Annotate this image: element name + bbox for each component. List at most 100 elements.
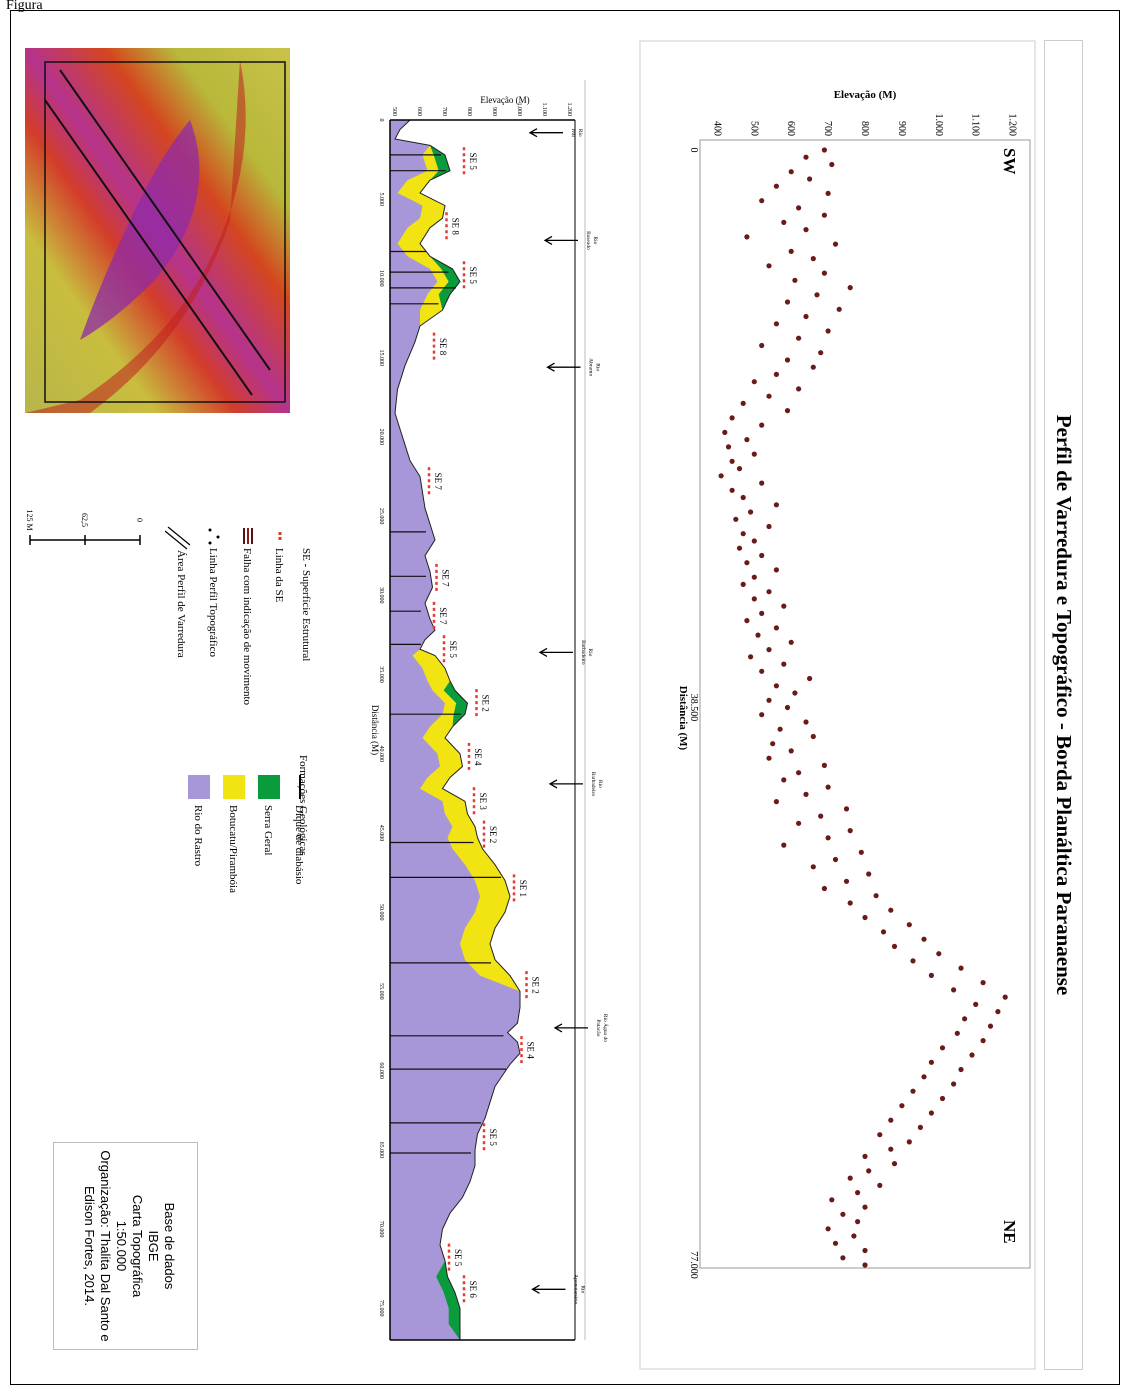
scan-point-9 xyxy=(821,212,827,218)
scan-point-39 xyxy=(722,429,728,435)
scale-tick-0: 0 xyxy=(135,518,144,522)
scan-x-ticks: 0 38.500 77.000 xyxy=(688,148,699,1279)
river-label-4-1: Barbadeiro xyxy=(590,772,596,797)
scale-tick-1: 62,5 xyxy=(80,513,89,527)
topo-x-tick-15: 75.000 xyxy=(378,1300,384,1317)
scan-y-tick-3: 900 xyxy=(896,121,907,136)
scan-point-33 xyxy=(796,386,802,392)
topo-dikes xyxy=(390,154,506,1154)
scan-point-31 xyxy=(773,371,779,377)
scan-y-tick-8: 400 xyxy=(711,121,722,136)
scan-point-20 xyxy=(814,292,820,298)
scan-point-141 xyxy=(866,1168,872,1174)
legend-structures: SE - Superfície Estrutural Linha da SE F… xyxy=(25,509,312,705)
scan-point-28 xyxy=(818,350,824,356)
scan-point-148 xyxy=(855,1219,861,1225)
scan-point-147 xyxy=(840,1211,846,1217)
scan-point-24 xyxy=(773,321,779,327)
scan-point-7 xyxy=(759,198,765,204)
scan-point-150 xyxy=(851,1233,857,1239)
scan-point-106 xyxy=(862,914,868,921)
river-label-6-1: Aponutenário xyxy=(573,1274,579,1304)
scan-point-45 xyxy=(718,473,724,479)
scan-point-57 xyxy=(744,560,750,566)
scan-point-70 xyxy=(748,654,754,660)
topo-axes xyxy=(389,119,576,1341)
scan-point-38 xyxy=(759,422,765,428)
info-line-3: Carta Topográfica xyxy=(130,1194,145,1298)
fault-icon xyxy=(243,528,253,544)
scan-point-82 xyxy=(770,741,776,747)
info-line-4: 1:50.000 xyxy=(114,1220,129,1272)
rio-rastro-swatch xyxy=(188,775,210,799)
topo-x-label: Distância (M) xyxy=(370,705,380,755)
scan-point-52 xyxy=(766,523,772,530)
scan-y-tick-6: 600 xyxy=(785,121,796,136)
scan-point-73 xyxy=(807,675,813,682)
river-label-2-1: Abramo xyxy=(588,358,594,376)
scan-point-105 xyxy=(888,907,894,913)
scan-point-50 xyxy=(748,509,754,515)
river-label-3-0: Rio xyxy=(587,648,593,656)
se-label-14: SE 4 xyxy=(526,1041,536,1059)
rotated-figure: Perfil de Varredura e Topográfico - Bord… xyxy=(20,40,1090,1370)
scan-point-22 xyxy=(836,306,842,312)
scan-point-128 xyxy=(921,1074,927,1080)
river-label-6-0: Rio xyxy=(580,1285,586,1293)
topo-geology-fills xyxy=(390,120,520,1340)
se-label-9: SE 4 xyxy=(473,748,483,766)
direction-left-label: SW xyxy=(1000,148,1019,174)
scan-point-132 xyxy=(899,1103,905,1109)
topo-surface-labels: SE 5 SE 8 SE 5 SE 8 SE 7 SE 7 SE 7 SE 5 SE 2 SE 4… xyxy=(427,147,541,1304)
scan-point-43 xyxy=(729,458,735,464)
topo-x-tick-0: 0 xyxy=(378,119,384,122)
river-label-2-0: Rio xyxy=(595,363,601,371)
scan-point-60 xyxy=(740,581,746,588)
info-line-1: Base de dados xyxy=(162,1202,177,1290)
scan-point-25 xyxy=(825,328,831,334)
scan-point-140 xyxy=(891,1161,898,1167)
scan-point-145 xyxy=(829,1197,835,1203)
scan-point-44 xyxy=(736,466,743,472)
scan-point-61 xyxy=(766,589,772,595)
scan-x-tick-1: 38.500 xyxy=(688,694,699,722)
se-label-4: SE 7 xyxy=(433,473,443,491)
scan-point-117 xyxy=(1002,994,1008,1000)
scan-y-tick-1: 1.100 xyxy=(970,114,981,137)
scan-point-29 xyxy=(784,357,791,363)
river-label-0-0: Rio xyxy=(577,129,583,137)
topo-x-tick-5: 25.000 xyxy=(378,508,384,524)
topo-x-tick-3: 15.000 xyxy=(378,349,384,366)
topo-x-tick-13: 65.000 xyxy=(378,1142,384,1159)
river-arrowhead-2 xyxy=(546,362,555,372)
scan-point-103 xyxy=(873,893,879,899)
scan-point-136 xyxy=(877,1132,883,1138)
scan-point-32 xyxy=(751,379,757,385)
scan-point-104 xyxy=(847,900,853,906)
scan-point-35 xyxy=(740,400,746,406)
river-arrowhead-0 xyxy=(528,128,538,138)
scan-point-97 xyxy=(858,849,864,855)
scan-point-95 xyxy=(825,835,831,841)
scan-point-42 xyxy=(751,451,757,457)
topo-y-tick-4: 800 xyxy=(466,107,472,116)
legend-geology: Formações Geológicas Dique de diabásio S… xyxy=(188,755,309,893)
scan-profile-panel: SW NE 1.2001.1001.000900800700600500400 … xyxy=(639,40,1036,1370)
scan-point-75 xyxy=(792,690,798,696)
scan-point-41 xyxy=(725,444,732,450)
scan-point-108 xyxy=(880,929,887,935)
scan-point-119 xyxy=(995,1009,1001,1015)
scan-point-12 xyxy=(744,234,750,240)
scan-point-124 xyxy=(939,1045,946,1051)
scan-point-6 xyxy=(825,190,831,196)
scan-area-line-a xyxy=(59,69,271,371)
botucatu-swatch xyxy=(223,775,245,799)
scan-point-13 xyxy=(832,241,839,247)
scan-point-111 xyxy=(936,951,942,957)
scan-point-152 xyxy=(862,1247,868,1254)
scan-point-34 xyxy=(766,393,772,399)
scan-point-126 xyxy=(928,1059,934,1065)
river-label-4-0: Rio xyxy=(597,780,603,788)
topo-river-labels: RioIvaíRioBaseadoRioAbramoRioBarbadeiroR… xyxy=(528,128,610,1305)
scan-point-64 xyxy=(759,610,765,617)
